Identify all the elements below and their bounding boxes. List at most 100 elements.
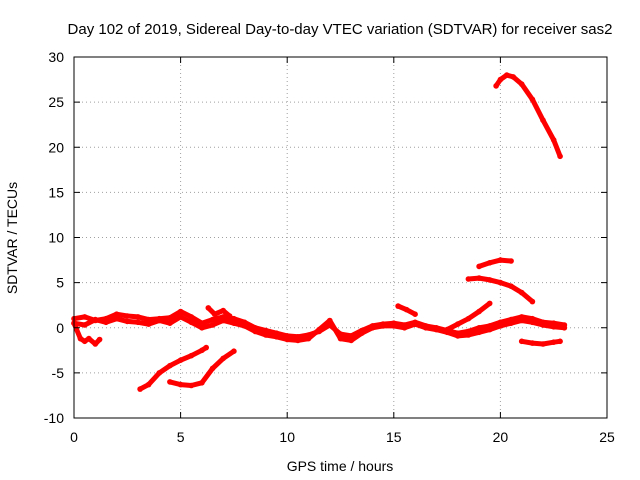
- data-point: [497, 76, 504, 83]
- data-point: [550, 339, 557, 346]
- x-tick-label: 10: [279, 429, 295, 445]
- data-point: [209, 365, 216, 372]
- data-point: [96, 336, 103, 343]
- data-point: [156, 370, 163, 376]
- data-point: [380, 323, 386, 329]
- data-point: [211, 311, 218, 318]
- y-tick-label: -5: [52, 365, 65, 381]
- data-point: [327, 317, 333, 324]
- data-point: [465, 315, 472, 322]
- data-point: [518, 317, 525, 324]
- data-point: [444, 326, 450, 333]
- data-point: [209, 322, 216, 328]
- data-point: [476, 275, 482, 281]
- data-point: [305, 335, 312, 342]
- data-point: [295, 337, 301, 344]
- data-point: [508, 258, 514, 264]
- y-tick-label: 0: [56, 320, 64, 336]
- data-point: [135, 314, 141, 320]
- data-point: [423, 325, 429, 331]
- data-point: [550, 137, 557, 143]
- series-line-bump-6: [205, 305, 233, 319]
- data-point: [209, 316, 216, 323]
- series-line-mid-segment-2: [476, 257, 514, 269]
- axis-layer: 0 5 10 15 20 25 -10 -5 0 5 10 15 20 25 30: [44, 49, 615, 445]
- y-tick-label: 10: [48, 230, 64, 246]
- data-point: [529, 298, 536, 305]
- data-point: [241, 323, 248, 329]
- data-point: [177, 314, 184, 320]
- data-point: [284, 336, 291, 343]
- data-point: [550, 324, 557, 330]
- data-point: [486, 326, 493, 333]
- data-point: [391, 323, 397, 329]
- data-point: [486, 277, 493, 283]
- data-point: [273, 334, 280, 340]
- data-point: [220, 317, 226, 324]
- data-point: [188, 314, 195, 320]
- data-point: [504, 72, 510, 78]
- data-point: [403, 306, 410, 313]
- data-point: [433, 326, 440, 333]
- data-point: [199, 347, 205, 354]
- data-point: [92, 316, 99, 323]
- data-point: [497, 257, 504, 263]
- data-point: [231, 320, 237, 327]
- data-point: [476, 329, 482, 336]
- data-point: [455, 321, 461, 327]
- data-point: [540, 322, 546, 328]
- data-point: [476, 325, 482, 331]
- x-tick-label: 20: [493, 429, 509, 445]
- data-point: [199, 380, 205, 386]
- data-point: [486, 300, 493, 307]
- data-point: [252, 328, 258, 335]
- data-point: [145, 381, 152, 388]
- data-point: [529, 96, 536, 103]
- data-point: [205, 305, 212, 311]
- data-point: [86, 335, 92, 342]
- data-point: [188, 352, 195, 359]
- data-point: [455, 333, 461, 339]
- data-point: [557, 153, 563, 160]
- data-point: [220, 355, 226, 362]
- data-point: [561, 325, 568, 331]
- data-point: [412, 321, 418, 327]
- data-point: [518, 81, 525, 87]
- data-point: [316, 326, 323, 333]
- data-point: [486, 260, 493, 266]
- data-point: [540, 341, 546, 347]
- x-tick-label: 25: [599, 429, 615, 445]
- data-point: [557, 338, 563, 345]
- data-point: [137, 386, 143, 392]
- y-tick-label: 5: [56, 275, 64, 291]
- data-point: [263, 332, 269, 338]
- data-point: [135, 319, 141, 326]
- data-point: [529, 319, 536, 326]
- chart-title: Day 102 of 2019, Sidereal Day-to-day VTE…: [68, 21, 613, 38]
- data-point: [103, 319, 109, 326]
- data-point: [203, 344, 209, 351]
- data-point: [81, 322, 88, 328]
- data-point: [188, 382, 195, 389]
- data-point: [177, 357, 184, 364]
- data-point: [540, 117, 546, 123]
- data-point: [518, 289, 525, 296]
- data-point: [348, 337, 355, 344]
- grid-layer: [74, 57, 607, 418]
- data-point: [493, 83, 499, 89]
- data-point: [124, 318, 131, 325]
- series-layer: [71, 72, 568, 392]
- data-point: [497, 323, 504, 329]
- y-tick-label: 15: [48, 184, 64, 200]
- data-point: [497, 279, 504, 286]
- data-point: [188, 319, 195, 326]
- data-point: [359, 330, 365, 337]
- data-point: [231, 348, 237, 355]
- data-point: [465, 332, 472, 338]
- data-point: [465, 276, 472, 282]
- data-point: [81, 338, 88, 345]
- data-point: [81, 314, 88, 320]
- y-tick-label: -10: [44, 410, 64, 426]
- y-tick-label: 30: [48, 49, 64, 65]
